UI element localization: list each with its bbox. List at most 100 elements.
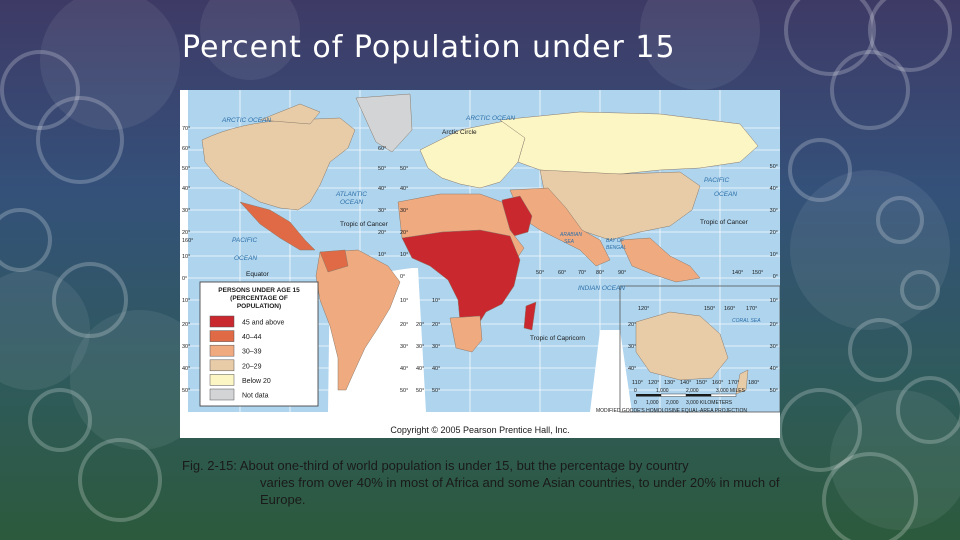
coordinate-label: 20° <box>182 230 190 236</box>
coordinate-label: 40° <box>628 366 636 372</box>
coordinate-label: 20° <box>432 322 440 328</box>
coordinate-label: 90° <box>618 270 626 276</box>
legend-swatch <box>209 374 235 386</box>
arabian-sea-label-1: ARABIAN <box>559 232 582 238</box>
legend-label: Below 20 <box>242 378 271 385</box>
coordinate-label: 20° <box>416 322 424 328</box>
coordinate-label: 50° <box>536 270 544 276</box>
coral-sea-label: CORAL SEA <box>732 318 761 324</box>
legend: PERSONS UNDER AGE 15 (PERCENTAGE OF POPU… <box>199 281 319 407</box>
coordinate-label: 30° <box>770 208 778 214</box>
coordinate-label: 160° <box>712 380 723 386</box>
coordinate-label: 30° <box>182 344 190 350</box>
equator-label: Equator <box>246 271 270 278</box>
coordinate-label: 60° <box>558 270 566 276</box>
coordinate-label: 50° <box>378 166 386 172</box>
coordinate-label: 30° <box>628 344 636 350</box>
scale-km-3: 3,000 KILOMETERS <box>686 400 733 406</box>
legend-swatch <box>209 315 235 328</box>
region-sub-saharan-africa <box>401 229 521 329</box>
legend-swatch <box>209 359 235 372</box>
coordinate-label: 0° <box>400 274 405 280</box>
coordinate-label: 50° <box>416 388 424 394</box>
coordinate-label: 160° <box>182 238 193 244</box>
legend-title-3: POPULATION) <box>237 303 281 310</box>
coordinate-label: 30° <box>432 344 440 350</box>
legend-title-2: (PERCENTAGE OF <box>230 295 288 302</box>
coordinate-label: 120° <box>648 380 659 386</box>
scale-miles-3: 3,000 MILES <box>716 388 746 394</box>
coordinate-label: 30° <box>770 344 778 350</box>
bay-bengal-label-1: BAY OF <box>606 238 625 244</box>
coordinate-label: 60° <box>182 146 190 152</box>
coordinate-label: 160° <box>724 306 735 312</box>
scale-bar: 0 1,000 2,000 3,000 MILES 0 1,000 2,000 … <box>634 388 746 406</box>
coordinate-label: 30° <box>400 208 408 214</box>
legend-label: 40–44 <box>242 334 262 341</box>
region-new-zealand <box>735 369 749 395</box>
scale-miles-1: 1,000 <box>656 388 669 394</box>
coordinate-label: 20° <box>378 230 386 236</box>
coordinate-label: 10° <box>432 298 440 304</box>
coordinate-label: 10° <box>182 254 190 260</box>
coordinate-label: 140° <box>732 270 743 276</box>
coordinate-label: 10° <box>770 298 778 304</box>
coordinate-label: 50° <box>432 388 440 394</box>
coordinate-label: 150° <box>696 380 707 386</box>
coordinate-label: 180° <box>748 380 759 386</box>
legend-swatch <box>209 344 235 357</box>
region-europe <box>419 119 526 189</box>
legend-label: 30–39 <box>242 349 262 356</box>
coordinate-label: 40° <box>182 366 190 372</box>
coordinate-label: 0° <box>773 274 778 280</box>
projection-label: MODIFIED GOODE'S HOMOLOSINE EQUAL-AREA P… <box>596 408 747 414</box>
coordinate-label: 50° <box>400 388 408 394</box>
tropic-cancer-label-w: Tropic of Cancer <box>340 221 389 228</box>
legend-label: 20–29 <box>242 363 262 370</box>
region-south-america <box>315 249 401 391</box>
scale-km-0: 0 <box>634 400 637 406</box>
map-figure: ARCTIC OCEAN ARCTIC OCEAN ATLANTIC OCEAN… <box>180 90 780 438</box>
coordinate-label: 40° <box>432 366 440 372</box>
pacific-ocean-label-e2: OCEAN <box>714 191 737 198</box>
scale-miles-2: 2,000 <box>686 388 699 394</box>
coordinate-label: 130° <box>664 380 675 386</box>
arctic-circle-label: Arctic Circle <box>442 129 477 136</box>
coordinate-label: 50° <box>182 388 190 394</box>
pacific-ocean-label-e1: PACIFIC <box>704 177 729 184</box>
caption-lead: Fig. 2-15: About one-third of world popu… <box>182 458 689 473</box>
caption-rest: varies from over 40% in most of Africa a… <box>260 475 780 507</box>
coordinate-label: 10° <box>400 298 408 304</box>
coordinate-label: 70° <box>182 126 190 132</box>
scale-miles-0: 0 <box>634 388 637 394</box>
arctic-ocean-label-e: ARCTIC OCEAN <box>465 115 515 122</box>
coordinate-label: 10° <box>400 252 408 258</box>
indian-ocean-label: INDIAN OCEAN <box>578 285 625 292</box>
region-southern-africa <box>449 315 483 353</box>
coordinate-label: 20° <box>770 322 778 328</box>
pacific-ocean-label-w2: OCEAN <box>234 255 257 262</box>
region-australia <box>635 311 729 381</box>
atlantic-ocean-label-2: OCEAN <box>340 199 363 206</box>
coordinate-label: 70° <box>578 270 586 276</box>
coordinate-label: 50° <box>770 388 778 394</box>
region-south-asia <box>509 187 611 267</box>
figure-caption: Fig. 2-15: About one-third of world popu… <box>182 457 792 508</box>
coordinate-label: 10° <box>770 252 778 258</box>
region-north-america <box>201 117 356 211</box>
coordinate-label: 0° <box>182 276 187 282</box>
bay-bengal-label-2: BENGAL <box>606 245 627 251</box>
tropic-cancer-label-e: Tropic of Cancer <box>700 219 749 226</box>
coordinate-label: 170° <box>746 306 757 312</box>
legend-label: Not data <box>242 393 269 400</box>
coordinate-label: 20° <box>400 230 408 236</box>
region-russia <box>499 111 759 175</box>
coordinate-label: 110° <box>632 380 643 386</box>
world-map: ARCTIC OCEAN ARCTIC OCEAN ATLANTIC OCEAN… <box>180 90 780 438</box>
scale-km-2: 2,000 <box>666 400 679 406</box>
coordinate-label: 60° <box>378 146 386 152</box>
australia-inset-frame <box>619 285 780 413</box>
coordinate-label: 150° <box>704 306 715 312</box>
region-greenland <box>355 93 413 153</box>
arabian-sea-label-2: SEA <box>564 239 575 245</box>
